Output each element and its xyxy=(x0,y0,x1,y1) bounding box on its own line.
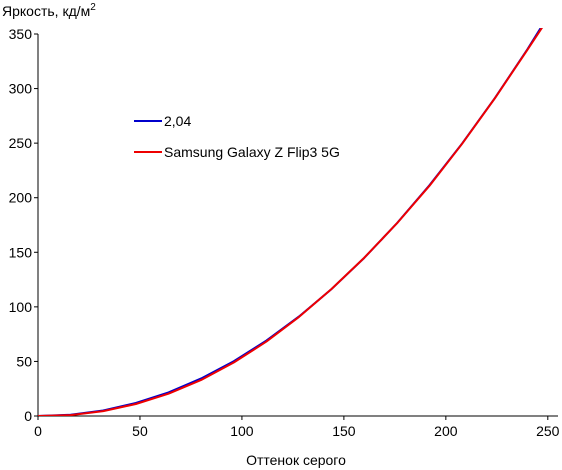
y-tick-label: 50 xyxy=(16,353,32,369)
y-tick-label: 300 xyxy=(9,81,33,97)
x-tick-label: 50 xyxy=(132,423,148,439)
x-tick-label: 100 xyxy=(230,423,254,439)
legend: 2,04 Samsung Galaxy Z Flip3 5G xyxy=(134,113,340,160)
x-tick-label: 150 xyxy=(332,423,356,439)
series-line-2 xyxy=(38,28,544,416)
legend-label-1: 2,04 xyxy=(164,113,191,129)
y-tick-label: 0 xyxy=(24,408,32,424)
x-tick-label: 250 xyxy=(536,423,560,439)
y-tick-label: 350 xyxy=(9,26,33,42)
y-tick-label: 250 xyxy=(9,135,33,151)
series-layer xyxy=(38,28,544,416)
y-axis-title: Яркость, кд/м2 xyxy=(2,2,96,19)
axes: 0 50 100 150 200 250 300 350 0 50 100 150 200 250 xyxy=(9,26,560,439)
y-tick-label: 200 xyxy=(9,190,33,206)
x-tick-label: 0 xyxy=(34,423,42,439)
series-line-1 xyxy=(38,28,542,416)
y-tick-label: 150 xyxy=(9,244,33,260)
legend-label-2: Samsung Galaxy Z Flip3 5G xyxy=(164,144,340,160)
x-tick-label: 200 xyxy=(434,423,458,439)
x-axis-title: Оттенок серого xyxy=(246,452,346,468)
y-tick-label: 100 xyxy=(9,299,33,315)
